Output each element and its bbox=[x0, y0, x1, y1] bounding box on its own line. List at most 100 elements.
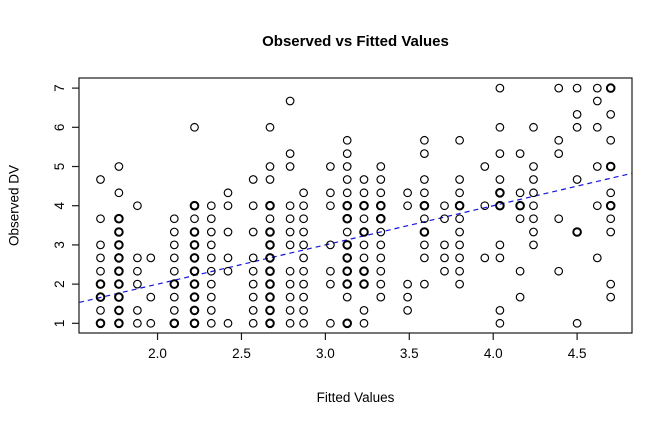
data-point bbox=[299, 253, 308, 263]
data-point bbox=[114, 318, 124, 329]
data-point bbox=[495, 318, 505, 328]
data-point bbox=[169, 214, 179, 224]
data-point bbox=[342, 227, 352, 237]
data-point bbox=[515, 188, 525, 198]
data-point bbox=[515, 266, 525, 276]
y-tick-label: 3 bbox=[52, 241, 67, 249]
data-point bbox=[95, 318, 106, 329]
data-point bbox=[114, 240, 124, 250]
data-point bbox=[248, 201, 258, 211]
data-point bbox=[420, 175, 429, 184]
data-point bbox=[169, 292, 179, 302]
data-point bbox=[285, 240, 295, 250]
data-point bbox=[342, 266, 353, 277]
data-point bbox=[403, 201, 412, 211]
data-point bbox=[299, 266, 308, 276]
data-point bbox=[299, 292, 308, 302]
data-point bbox=[515, 214, 525, 224]
data-point bbox=[342, 318, 353, 329]
data-point bbox=[419, 200, 430, 211]
data-point bbox=[495, 122, 505, 132]
data-point bbox=[455, 240, 464, 250]
data-point bbox=[133, 279, 142, 289]
data-point bbox=[455, 175, 464, 184]
x-tick-label: 3.5 bbox=[400, 346, 419, 361]
data-point bbox=[206, 214, 216, 224]
plot-frame bbox=[78, 77, 633, 334]
data-point bbox=[299, 279, 308, 289]
data-point bbox=[376, 175, 386, 184]
data-point bbox=[376, 227, 386, 237]
data-point bbox=[133, 201, 142, 211]
data-point bbox=[592, 96, 602, 106]
data-point bbox=[223, 318, 233, 328]
data-point bbox=[169, 306, 179, 315]
data-point bbox=[529, 240, 538, 250]
data-point bbox=[420, 240, 429, 250]
data-point bbox=[572, 83, 582, 93]
data-point bbox=[376, 266, 386, 276]
y-axis-label: Observed DV bbox=[6, 164, 22, 247]
data-point bbox=[285, 306, 295, 315]
data-point bbox=[248, 266, 258, 276]
data-point bbox=[265, 214, 275, 224]
data-point bbox=[223, 253, 233, 263]
data-point bbox=[572, 175, 582, 184]
data-point bbox=[554, 214, 564, 224]
data-point bbox=[359, 188, 369, 198]
data-point bbox=[265, 266, 275, 277]
data-point bbox=[606, 110, 616, 119]
data-point bbox=[420, 135, 429, 145]
data-point bbox=[529, 122, 538, 132]
data-point bbox=[248, 253, 258, 263]
data-point bbox=[342, 188, 352, 198]
data-point bbox=[440, 201, 449, 211]
data-point bbox=[529, 188, 538, 198]
data-point bbox=[206, 240, 216, 250]
data-point bbox=[342, 175, 352, 184]
data-point bbox=[326, 240, 335, 250]
data-point bbox=[169, 266, 179, 276]
data-point bbox=[265, 279, 275, 289]
y-tick-label: 6 bbox=[52, 124, 67, 132]
data-point bbox=[169, 318, 180, 329]
data-point bbox=[95, 292, 106, 302]
data-point bbox=[133, 306, 142, 315]
data-point bbox=[554, 83, 564, 93]
data-point bbox=[265, 292, 275, 302]
data-point bbox=[96, 175, 105, 184]
data-point bbox=[248, 279, 258, 289]
data-point bbox=[206, 201, 216, 211]
data-point bbox=[265, 240, 275, 250]
data-point bbox=[403, 279, 412, 289]
data-point bbox=[606, 214, 616, 224]
data-point bbox=[248, 227, 258, 237]
data-point bbox=[359, 200, 369, 211]
y-tick-label: 1 bbox=[52, 320, 67, 328]
data-point bbox=[206, 227, 216, 237]
data-point bbox=[189, 318, 200, 329]
data-point bbox=[420, 149, 429, 158]
data-point bbox=[376, 292, 386, 302]
data-point bbox=[605, 83, 616, 93]
data-point bbox=[265, 227, 275, 237]
identity-line bbox=[78, 172, 633, 304]
data-point bbox=[114, 253, 124, 263]
data-point bbox=[223, 227, 233, 237]
data-point bbox=[495, 306, 505, 315]
data-point bbox=[189, 279, 200, 289]
data-point bbox=[96, 253, 105, 263]
data-point bbox=[606, 188, 616, 198]
data-point bbox=[495, 83, 505, 93]
data-point bbox=[403, 188, 412, 198]
chart-title: Observed vs Fitted Values bbox=[262, 33, 449, 50]
data-point bbox=[495, 240, 505, 250]
data-point bbox=[189, 292, 200, 302]
data-point bbox=[605, 200, 616, 211]
data-point bbox=[440, 214, 449, 224]
data-point bbox=[342, 149, 352, 158]
data-point bbox=[114, 188, 124, 198]
data-point bbox=[420, 253, 429, 263]
data-point bbox=[342, 253, 353, 263]
